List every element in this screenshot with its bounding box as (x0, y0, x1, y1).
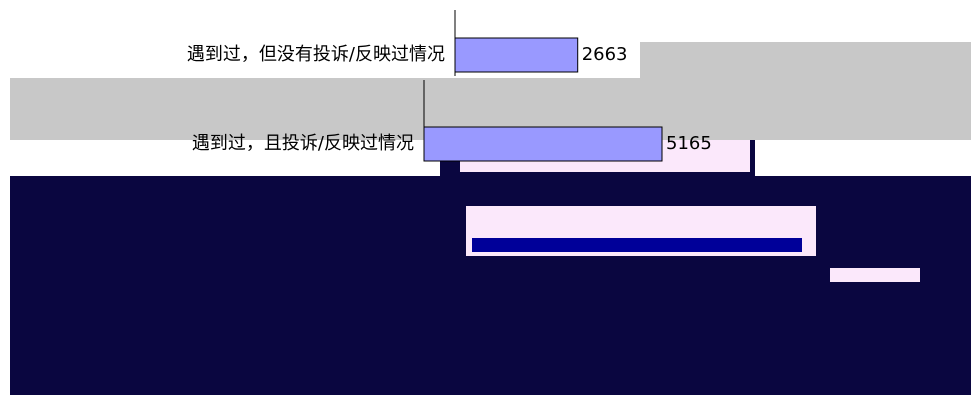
category-label: 遇到过，但没有投诉/反映过情况 (187, 44, 445, 65)
value-label: 5165 (666, 133, 712, 154)
bar (454, 37, 579, 73)
artifact-panel (830, 268, 920, 282)
artifact-bar (472, 238, 802, 252)
bar (423, 126, 663, 162)
background-band (640, 42, 971, 78)
category-label: 遇到过，且投诉/反映过情况 (192, 133, 414, 154)
value-label: 2663 (582, 44, 628, 65)
